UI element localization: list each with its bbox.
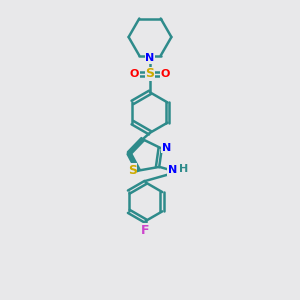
Text: S: S: [146, 68, 154, 80]
Text: O: O: [161, 69, 170, 79]
Text: S: S: [128, 164, 137, 177]
Text: N: N: [162, 143, 171, 153]
Text: H: H: [179, 164, 188, 174]
Text: O: O: [130, 69, 139, 79]
Text: F: F: [141, 224, 150, 237]
Text: N: N: [146, 53, 154, 64]
Text: N: N: [168, 165, 177, 175]
